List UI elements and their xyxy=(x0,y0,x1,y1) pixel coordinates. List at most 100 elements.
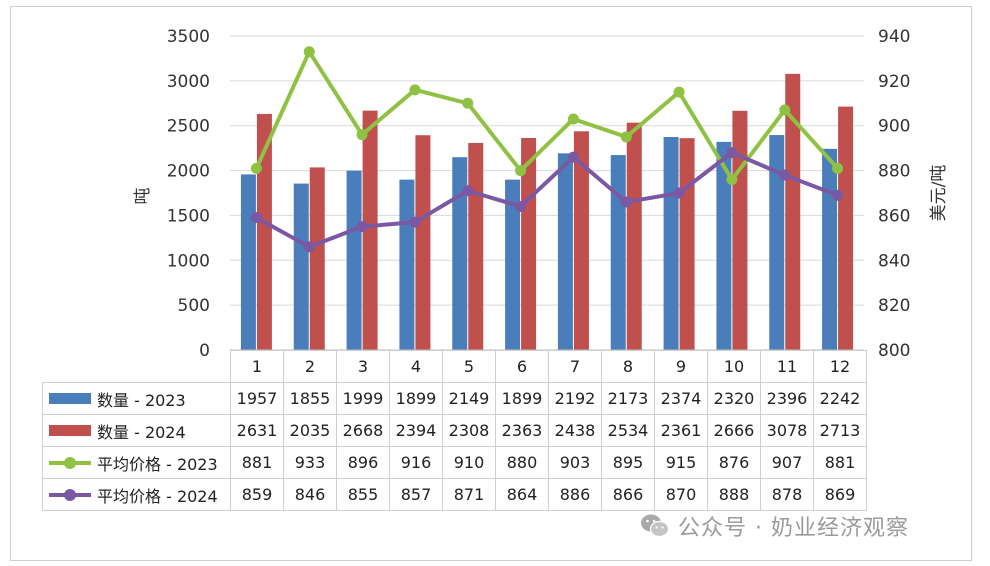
point-2024 xyxy=(620,196,632,208)
data-label: 857 xyxy=(389,478,443,511)
x-tick-label: 10 xyxy=(707,350,761,383)
bar-2024 xyxy=(785,73,801,350)
bar-2024 xyxy=(679,138,695,350)
point-2023 xyxy=(409,84,421,96)
y2-tick-label: 800 xyxy=(878,341,910,361)
point-2024 xyxy=(303,241,315,253)
point-2024 xyxy=(515,200,527,212)
data-label: 864 xyxy=(495,478,549,511)
bar-2024 xyxy=(732,110,748,350)
y2-tick-label: 860 xyxy=(878,206,910,226)
point-2024 xyxy=(567,151,579,163)
data-label: 2149 xyxy=(442,382,496,415)
point-2024 xyxy=(462,185,474,197)
bar-2024 xyxy=(521,138,537,350)
line-2024 xyxy=(255,150,839,249)
x-tick-label: 6 xyxy=(495,350,549,383)
point-2023 xyxy=(726,174,738,186)
legend-entry: 数量 - 2024 xyxy=(42,414,231,447)
data-label: 2173 xyxy=(601,382,655,415)
point-2024 xyxy=(409,216,421,228)
bar-2023 xyxy=(505,179,521,350)
bar-2023 xyxy=(769,135,785,350)
data-label: 1899 xyxy=(389,382,443,415)
data-label: 933 xyxy=(283,446,337,479)
y2-tick-label: 820 xyxy=(878,296,910,316)
point-2023 xyxy=(620,131,632,143)
data-label: 895 xyxy=(601,446,655,479)
point-2024 xyxy=(250,212,262,224)
y2-tick-label: 840 xyxy=(878,251,910,271)
point-2023 xyxy=(462,97,474,109)
x-tick-label: 9 xyxy=(654,350,708,383)
data-label: 896 xyxy=(336,446,390,479)
data-label: 2668 xyxy=(336,414,390,447)
y-axis-title: 吨 xyxy=(133,188,153,205)
y2-tick-label: 920 xyxy=(878,72,910,92)
y2-axis-title: 美元/吨 xyxy=(929,165,949,222)
y2-tick-label: 900 xyxy=(878,117,910,137)
data-label: 915 xyxy=(654,446,708,479)
data-label: 2631 xyxy=(230,414,284,447)
data-label: 1957 xyxy=(230,382,284,415)
point-2023 xyxy=(250,162,262,174)
data-label: 870 xyxy=(654,478,708,511)
legend-key xyxy=(49,393,91,404)
point-2023 xyxy=(673,86,685,98)
data-label: 1899 xyxy=(495,382,549,415)
data-label: 888 xyxy=(707,478,761,511)
bar-2023 xyxy=(452,157,468,350)
x-tick-label: 4 xyxy=(389,350,443,383)
y-tick-label: 3000 xyxy=(167,72,210,92)
legend-key xyxy=(49,456,91,469)
data-label: 846 xyxy=(283,478,337,511)
bar-2024 xyxy=(573,131,589,350)
table-header-row: 1 2 3 4 5 6 7 8 9 10 11 12 xyxy=(42,350,867,383)
x-tick-label: 12 xyxy=(813,350,867,383)
y-tick-label: 3500 xyxy=(167,27,210,47)
legend-label: 数量 - 2024 xyxy=(97,422,186,442)
point-2023 xyxy=(832,162,844,174)
point-2024 xyxy=(779,169,791,181)
x-tick-label: 1 xyxy=(230,350,284,383)
legend-label: 平均价格 - 2023 xyxy=(97,454,218,474)
data-label: 2192 xyxy=(548,382,602,415)
bar-2023 xyxy=(240,174,256,350)
data-label: 2396 xyxy=(760,382,814,415)
data-label: 2713 xyxy=(813,414,867,447)
bar-2024 xyxy=(362,110,378,350)
data-label: 878 xyxy=(760,478,814,511)
legend-key xyxy=(49,488,91,501)
bar-2023 xyxy=(663,137,679,350)
data-label: 2363 xyxy=(495,414,549,447)
y-tick-label: 2000 xyxy=(167,162,210,182)
data-label: 916 xyxy=(389,446,443,479)
point-2024 xyxy=(356,221,368,233)
bar-2024 xyxy=(468,142,484,350)
table-row: 数量 - 2023 1957 1855 1999 1899 2149 1899 2192 217… xyxy=(42,382,867,415)
point-2023 xyxy=(567,113,579,125)
data-label: 881 xyxy=(813,446,867,479)
data-label: 2308 xyxy=(442,414,496,447)
data-label: 869 xyxy=(813,478,867,511)
data-label: 2035 xyxy=(283,414,337,447)
bar-2023 xyxy=(716,141,732,350)
point-2024 xyxy=(832,189,844,201)
line-2023 xyxy=(254,49,840,182)
data-label: 871 xyxy=(442,478,496,511)
legend-label: 平均价格 - 2024 xyxy=(97,486,218,506)
point-2024 xyxy=(673,187,685,199)
bar-2023 xyxy=(346,170,362,350)
watermark: 公众号 · 奶业经济观察 xyxy=(640,510,909,545)
data-label: 910 xyxy=(442,446,496,479)
data-label: 2666 xyxy=(707,414,761,447)
legend-entry: 平均价格 - 2024 xyxy=(42,478,231,511)
y-tick-label: 500 xyxy=(178,296,210,316)
y2-tick-label: 940 xyxy=(878,27,910,47)
wechat-icon xyxy=(640,513,670,545)
data-label: 3078 xyxy=(760,414,814,447)
data-label: 2242 xyxy=(813,382,867,415)
data-label: 907 xyxy=(760,446,814,479)
table-row: 数量 - 2024 2631 2035 2668 2394 2308 2363 2438 253… xyxy=(42,414,867,447)
x-tick-label: 5 xyxy=(442,350,496,383)
